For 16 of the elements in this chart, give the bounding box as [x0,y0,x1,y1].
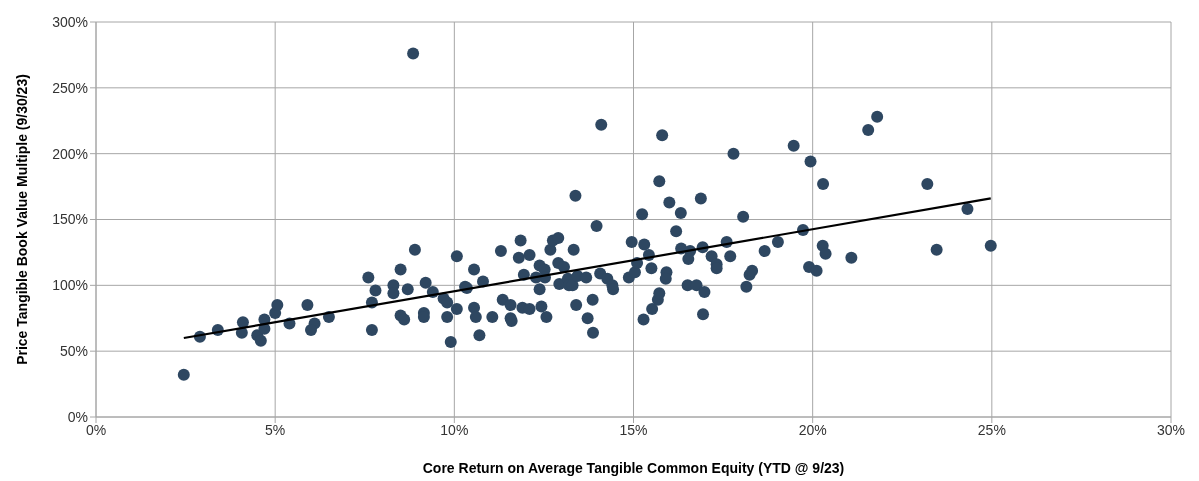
y-tick-label: 300% [52,13,88,30]
x-tick-label: 30% [1156,421,1186,438]
y-axis-title: Price Tangible Book Value Multiple (9/30/23) [13,74,30,365]
y-tick-label: 250% [52,79,88,96]
y-tick-label: 200% [52,145,88,162]
y-tick-label: 150% [52,211,88,228]
x-tick-label: 20% [798,421,827,438]
x-tick-label: 5% [265,421,286,438]
x-tick-label: 0% [85,421,107,438]
y-tick-label: 0% [67,408,88,425]
x-tick-label: 15% [619,421,648,438]
x-axis-title: Core Return on Average Tangible Common Equity (YTD @ 9/23) [422,460,845,476]
y-tick-label: 50% [59,343,88,360]
y-tick-label: 100% [52,277,88,294]
x-tick-label: 10% [440,421,469,438]
x-tick-label: 25% [977,421,1006,438]
